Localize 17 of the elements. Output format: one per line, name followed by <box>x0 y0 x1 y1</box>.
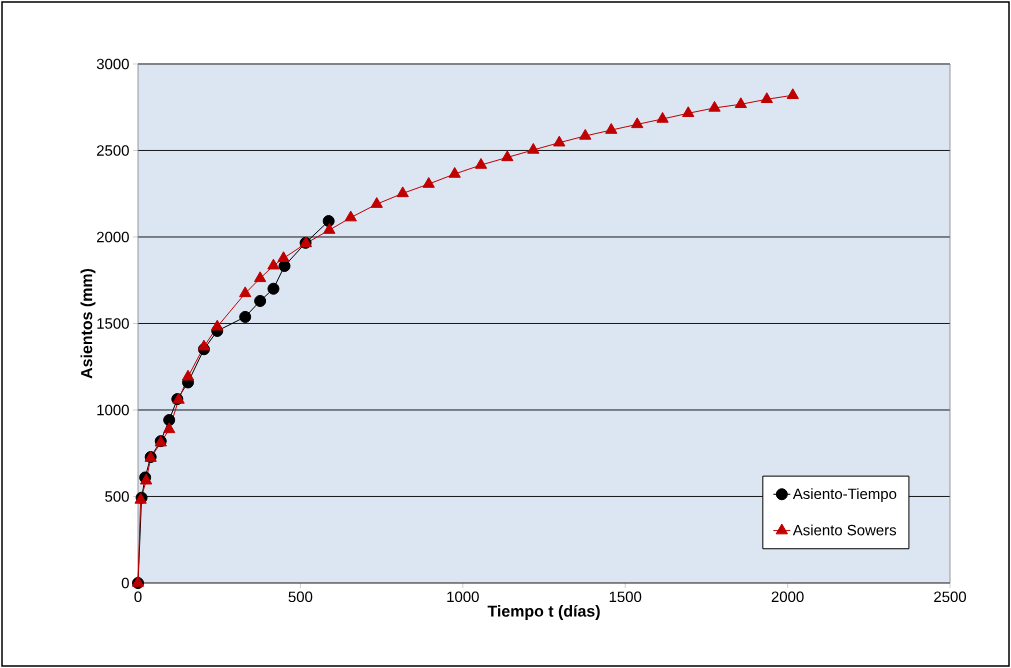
y-tick-label: 3000 <box>96 58 129 70</box>
y-axis-title: Asientos (mm) <box>80 268 96 379</box>
x-tick-label: 2000 <box>771 591 804 603</box>
x-tick-label: 1000 <box>447 591 479 603</box>
y-tick-label: 2000 <box>96 231 129 243</box>
legend-label: Asiento-Tiempo <box>792 488 897 503</box>
y-tick-label: 0 <box>121 577 129 589</box>
y-tick-label: 500 <box>105 491 129 502</box>
x-tick-label: 0 <box>134 591 142 603</box>
x-axis-title: Tiempo t (días) <box>487 604 600 620</box>
x-tick-label: 500 <box>288 591 313 603</box>
y-tick-label: 1000 <box>97 404 129 416</box>
y-tick-label: 1500 <box>97 318 129 329</box>
y-tick-label: 2500 <box>96 145 129 156</box>
legend-label: Asiento Sowers <box>792 524 897 536</box>
x-tick-label: 2500 <box>934 591 967 603</box>
x-tick-label: 1500 <box>609 591 642 603</box>
